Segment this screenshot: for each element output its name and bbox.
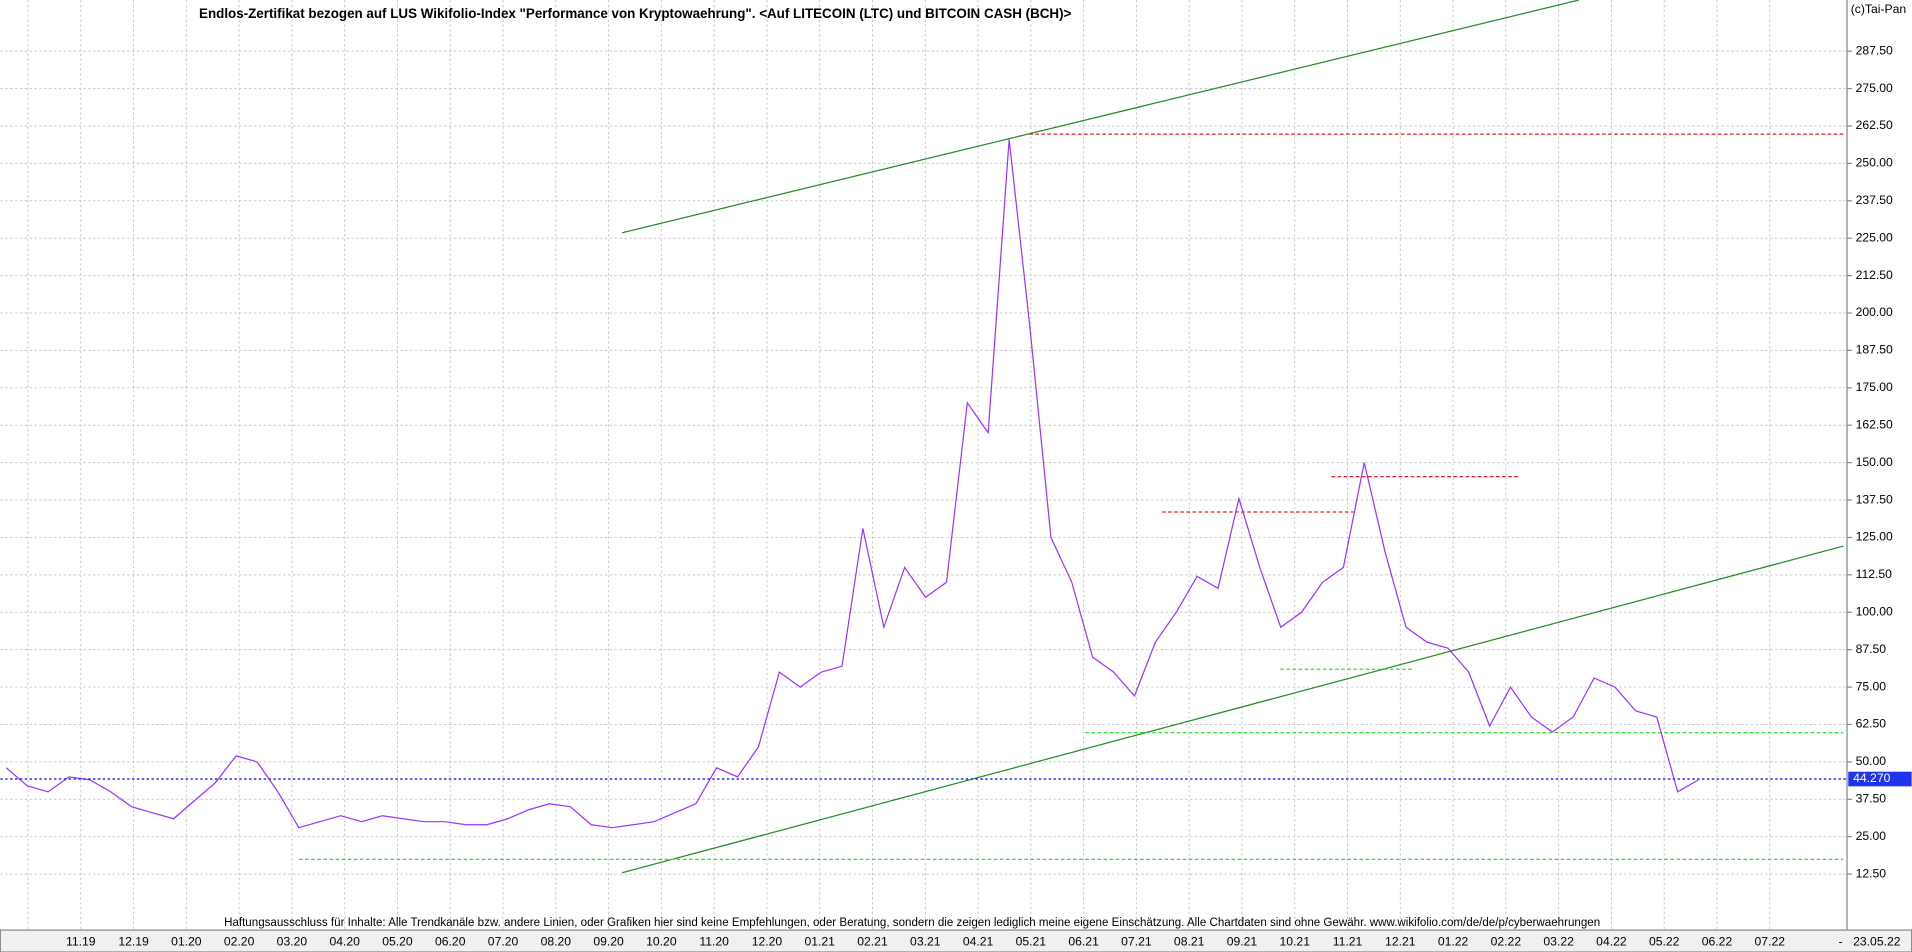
y-tick-label: 50.00: [1856, 754, 1887, 768]
y-tick-label: 75.00: [1856, 679, 1887, 693]
x-tick-label: 07.21: [1121, 934, 1152, 948]
corner-mark: -: [1839, 934, 1843, 948]
y-tick-label: 25.00: [1856, 829, 1887, 843]
y-tick-label: 62.50: [1856, 717, 1887, 731]
grid: [0, 0, 1848, 931]
x-tick-label: 06.22: [1702, 934, 1733, 948]
y-tick-label: 225.00: [1856, 230, 1893, 244]
date-label: 23.05.22: [1853, 934, 1901, 948]
y-tick-label: 175.00: [1856, 380, 1893, 394]
x-tick-label: 06.21: [1068, 934, 1099, 948]
y-tick-label: 100.00: [1856, 604, 1893, 618]
x-tick-label: 11.21: [1333, 934, 1363, 948]
annotations: [298, 0, 1844, 874]
last-price-box: [1848, 771, 1912, 787]
x-tick-label: 08.20: [541, 934, 572, 948]
x-tick-label: 03.21: [910, 934, 941, 948]
y-tick-label: 162.50: [1856, 417, 1893, 431]
x-tick-label: 04.22: [1596, 934, 1627, 948]
x-tick-label: 01.21: [804, 934, 835, 948]
y-tick-label: 262.50: [1856, 118, 1893, 132]
x-tick-label: 01.20: [171, 934, 202, 948]
y-tick-label: 137.50: [1856, 492, 1893, 506]
x-tick-label: 06.20: [435, 934, 466, 948]
x-tick-label: 05.21: [1016, 934, 1047, 948]
x-tick-label: 11.20: [699, 934, 729, 948]
y-tick-label: 287.50: [1856, 43, 1893, 57]
x-tick-label: 12.19: [118, 934, 149, 948]
x-tick-label: 11.19: [66, 934, 96, 948]
y-tick-label: 237.50: [1856, 193, 1893, 207]
x-tick-label: 03.20: [277, 934, 308, 948]
price-line: [5, 139, 1699, 829]
x-tick-label: 08.21: [1174, 934, 1205, 948]
x-tick-label: 04.21: [963, 934, 994, 948]
x-tick-label: 07.20: [488, 934, 519, 948]
y-tick-label: 87.50: [1856, 642, 1887, 656]
y-tick-label: 275.00: [1856, 81, 1893, 95]
y-tick-label: 250.00: [1856, 156, 1893, 170]
y-tick-label: 112.50: [1856, 567, 1893, 581]
x-tick-label: 12.20: [752, 934, 783, 948]
x-tick-label: 05.22: [1649, 934, 1680, 948]
y-tick-label: 125.00: [1856, 530, 1893, 544]
x-tick-label: 10.20: [646, 934, 677, 948]
x-tick-label: 02.21: [857, 934, 888, 948]
y-tick-label: 187.50: [1856, 343, 1893, 357]
x-tick-label: 02.22: [1491, 934, 1522, 948]
last-price-label: 44.270: [1853, 771, 1890, 785]
y-tick-label: 150.00: [1856, 455, 1893, 469]
x-tick-label: 12.21: [1385, 934, 1416, 948]
y-tick-label: 200.00: [1856, 305, 1893, 319]
disclaimer: Haftungsausschluss für Inhalte: Alle Tre…: [224, 917, 1600, 929]
y-tick-label: 212.50: [1856, 268, 1893, 282]
plot: [0, 139, 1848, 829]
y-tick-label: 12.50: [1856, 866, 1887, 880]
x-tick-label: 05.20: [382, 934, 413, 948]
trend-line: [621, 0, 1580, 234]
x-tick-label: 04.20: [329, 934, 360, 948]
trend-line: [621, 545, 1844, 874]
x-tick-label: 07.22: [1755, 934, 1786, 948]
x-tick-label: 09.20: [593, 934, 624, 948]
x-tick-label: 01.22: [1438, 934, 1469, 948]
x-tick-label: 09.21: [1227, 934, 1258, 948]
x-tick-label: 03.22: [1543, 934, 1574, 948]
copyright: (c)Tai-Pan: [1851, 2, 1906, 16]
x-tick-label: 02.20: [224, 934, 255, 948]
y-tick-label: 37.50: [1856, 792, 1887, 806]
x-tick-label: 10.21: [1280, 934, 1311, 948]
chart-title: Endlos-Zertifikat bezogen auf LUS Wikifo…: [199, 6, 1072, 21]
